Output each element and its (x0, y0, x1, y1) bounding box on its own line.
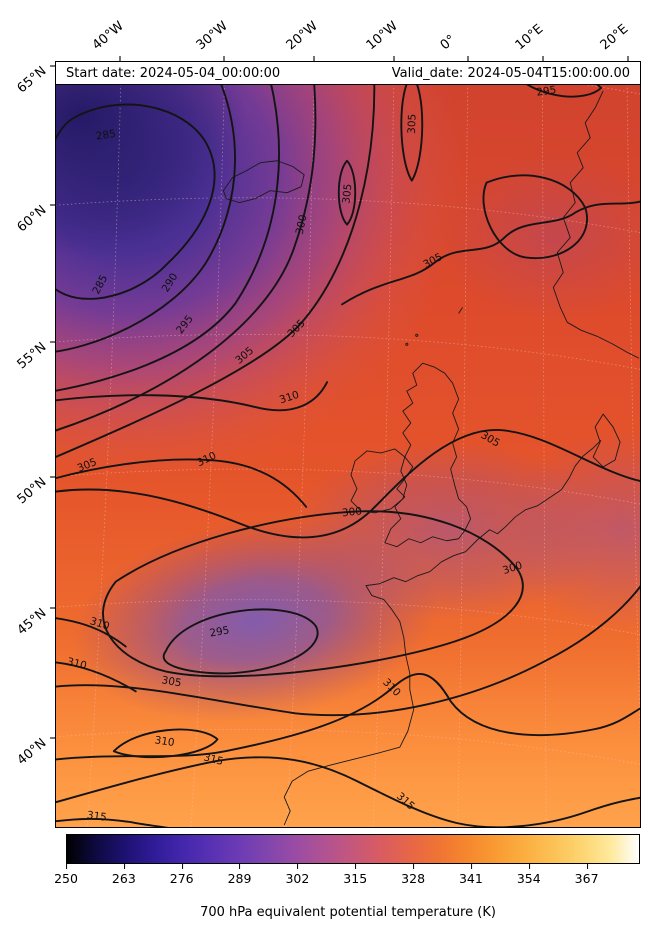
map-plot: 285 285 290 295 295 300 300 300 305 305 … (56, 62, 640, 827)
coast-islet (405, 342, 409, 346)
contour-290 (56, 62, 236, 353)
contour-310 (56, 661, 137, 693)
colorbar-ticks: 250 263 276 289 302 315 328 341 354 367 (54, 864, 640, 888)
contour-285 (56, 103, 216, 300)
coast-norway (552, 90, 640, 359)
date-banner: Start date: 2024-05-04_00:00:00 Valid_da… (56, 62, 640, 85)
contour-310-loop (112, 728, 219, 759)
contour-310 (56, 673, 640, 761)
lon-tick-label: 10°W (363, 18, 401, 54)
contour-310 (56, 617, 127, 648)
lat-tick-label: 45°N (14, 605, 50, 639)
map-area: 285 285 290 295 295 300 300 300 305 305 … (55, 61, 641, 828)
contour-315 (56, 756, 640, 827)
colorbar-tick-label: 315 (343, 864, 368, 886)
coast-low-countries (515, 439, 602, 518)
contour-305-oval (400, 75, 424, 182)
contour-300-loop (102, 510, 524, 678)
colorbar-tick-label: 250 (54, 864, 78, 886)
contour-label: 305 (406, 114, 419, 134)
colorbar-tick-label: 354 (516, 864, 541, 886)
coastlines (222, 90, 640, 826)
contour-label: 310 (66, 656, 88, 672)
contour-305-south (56, 585, 640, 717)
lat-tick-label: 55°N (14, 339, 50, 373)
start-date-text: Start date: 2024-05-04_00:00:00 (66, 65, 281, 81)
coast-islet (415, 333, 419, 337)
contour-295-biscay (162, 608, 319, 675)
valid-date-text: Valid_date: 2024-05-04T15:00:00.00 (391, 65, 630, 81)
contour-label: 315 (86, 809, 107, 824)
colorbar-tick-label: 302 (285, 864, 310, 886)
contour-label: 300 (501, 559, 524, 577)
contour-label: 305 (340, 183, 354, 204)
contour-305 (56, 62, 376, 458)
contour-label: 310 (88, 615, 111, 633)
contour-label: 295 (536, 84, 557, 99)
colorbar-gradient (67, 835, 639, 863)
contour-label: 310 (154, 734, 175, 749)
coast-ireland (350, 448, 408, 514)
contour-310 (56, 381, 329, 412)
contour-label: 295 (209, 624, 231, 639)
contour-lines (56, 62, 640, 827)
contour-315 (56, 817, 169, 827)
contour-label: 310 (278, 389, 301, 407)
contour-label: 305 (161, 674, 183, 689)
lat-tick-label: 60°N (14, 202, 50, 236)
lon-tick-label: 20°E (597, 21, 632, 54)
colorbar (66, 834, 640, 864)
contour-label: 285 (95, 128, 116, 143)
coast-great-britain (384, 362, 472, 548)
lat-tick-label: 50°N (14, 474, 50, 508)
contour-300 (56, 62, 317, 432)
colorbar-tick-label: 263 (111, 864, 136, 886)
contour-305-oval (337, 159, 357, 226)
temperature-field (56, 62, 640, 827)
contour-295 (56, 62, 280, 392)
colorbar-tick-label: 289 (227, 864, 252, 886)
colorbar-tick-label: 328 (401, 864, 426, 886)
colorbar-tick-label: 276 (169, 864, 194, 886)
contour-305-norwegian (341, 200, 640, 306)
colorbar-tick-label: 341 (458, 864, 483, 886)
contour-305-uk (56, 429, 640, 539)
coast-france-iberia (283, 516, 516, 826)
colorbar-tick-label: 367 (574, 864, 599, 886)
contour-label: 300 (294, 214, 310, 236)
coast-shetland (458, 307, 463, 314)
contour-scandinavia-loop (482, 174, 588, 260)
lon-tick-label: 0° (437, 32, 459, 54)
contour-label: 315 (202, 751, 224, 767)
contour-label: 300 (341, 505, 362, 519)
colorbar-label: 700 hPa equivalent potential temperature… (200, 905, 496, 920)
lat-tick-label: 65°N (14, 63, 50, 97)
coast-iceland (222, 160, 305, 204)
lon-tick-label: 40°W (89, 18, 127, 54)
lon-tick-label: 10°E (512, 21, 547, 54)
contour-310 (56, 458, 308, 508)
lon-tick-label: 20°W (283, 18, 321, 54)
lon-tick-label: 30°W (193, 18, 231, 54)
lat-tick-label: 40°N (14, 735, 50, 769)
